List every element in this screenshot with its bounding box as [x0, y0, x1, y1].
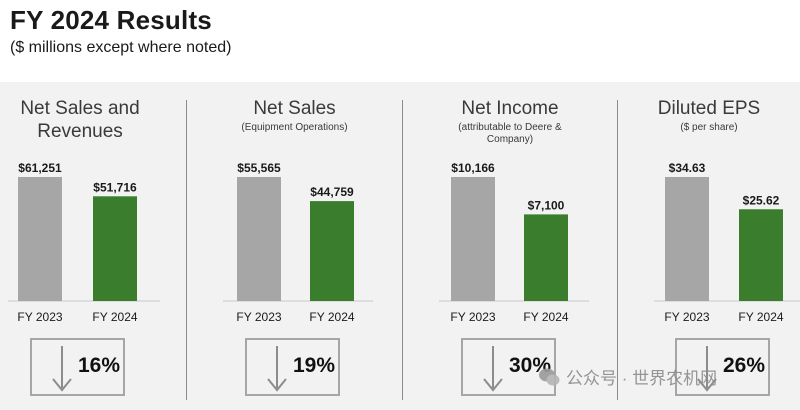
- bar-chart: $61,251 FY 2023 $51,716 FY 2024: [8, 161, 160, 324]
- data-label: $51,716: [93, 180, 137, 194]
- change-percent: 19%: [293, 354, 336, 377]
- tick-label: FY 2023: [664, 310, 709, 324]
- down-arrow-icon: [52, 346, 72, 392]
- data-label: $44,759: [310, 185, 354, 199]
- down-arrow-icon: [483, 346, 503, 392]
- bar-fy-2024: [310, 201, 354, 301]
- tick-label: FY 2024: [523, 310, 568, 324]
- down-arrow-icon: [697, 346, 717, 392]
- chart-divider: [402, 100, 403, 400]
- change-indicator: 19%: [245, 338, 340, 396]
- chart-subtitle: (Equipment Operations): [241, 122, 348, 133]
- change-indicator: 26%: [675, 338, 770, 396]
- bar-fy-2024: [93, 196, 137, 301]
- page-title: FY 2024 Results: [10, 5, 212, 35]
- chart-subtitle: (attributable to Deere & Company): [458, 122, 562, 145]
- bar-chart: $55,565 FY 2023 $44,759 FY 2024: [223, 161, 373, 324]
- tick-label: FY 2024: [309, 310, 354, 324]
- bar-fy-2023: [18, 177, 62, 301]
- bar-chart: $10,166 FY 2023 $7,100 FY 2024: [439, 161, 589, 324]
- tick-label: FY 2023: [236, 310, 281, 324]
- bar-fy-2023: [237, 177, 281, 301]
- change-percent: 26%: [723, 354, 766, 377]
- chart-title: Net Sales and Revenues: [20, 98, 140, 142]
- chart-diluted-eps: Diluted EPS ($ per share) $34.63 FY 2023 $…: [618, 82, 800, 410]
- data-label: $25.62: [743, 193, 780, 207]
- page-subtitle: ($ millions except where noted): [10, 39, 232, 56]
- bar-fy-2023: [451, 177, 495, 301]
- chart-net-income: Net Income (attributable to Deere & Comp…: [403, 82, 617, 410]
- chart-divider: [617, 100, 618, 400]
- data-label: $34.63: [669, 161, 706, 175]
- down-arrow-icon: [267, 346, 287, 392]
- watermark-text: 公众号 · 世界农机网: [566, 369, 718, 388]
- chart-title: Net Income: [461, 98, 559, 119]
- chart-divider: [186, 100, 187, 400]
- bar-fy-2024: [524, 214, 568, 301]
- chart-title: Diluted EPS: [657, 98, 761, 119]
- chart-subtitle: ($ per share): [680, 122, 738, 133]
- tick-label: FY 2023: [17, 310, 62, 324]
- data-label: $7,100: [528, 198, 565, 212]
- change-percent: 16%: [78, 354, 121, 377]
- bar-chart: $34.63 FY 2023 $25.62 FY 2024: [654, 161, 800, 324]
- data-label: $61,251: [18, 161, 62, 175]
- data-label: $10,166: [451, 161, 495, 175]
- tick-label: FY 2023: [450, 310, 495, 324]
- bar-fy-2024: [739, 209, 783, 301]
- data-label: $55,565: [237, 161, 281, 175]
- chart-net-sales-and-revenues: Net Sales and Revenues $61,251 FY 2023 $51…: [0, 82, 186, 410]
- wechat-icon: [538, 367, 560, 387]
- tick-label: FY 2024: [738, 310, 783, 324]
- chart-net-sales: Net Sales (Equipment Operations) $55,565…: [187, 82, 402, 410]
- tick-label: FY 2024: [92, 310, 137, 324]
- change-indicator: 16%: [30, 338, 125, 396]
- chart-title: Net Sales: [253, 98, 336, 119]
- bar-fy-2023: [665, 177, 709, 301]
- watermark: 公众号 · 世界农机网: [538, 364, 717, 389]
